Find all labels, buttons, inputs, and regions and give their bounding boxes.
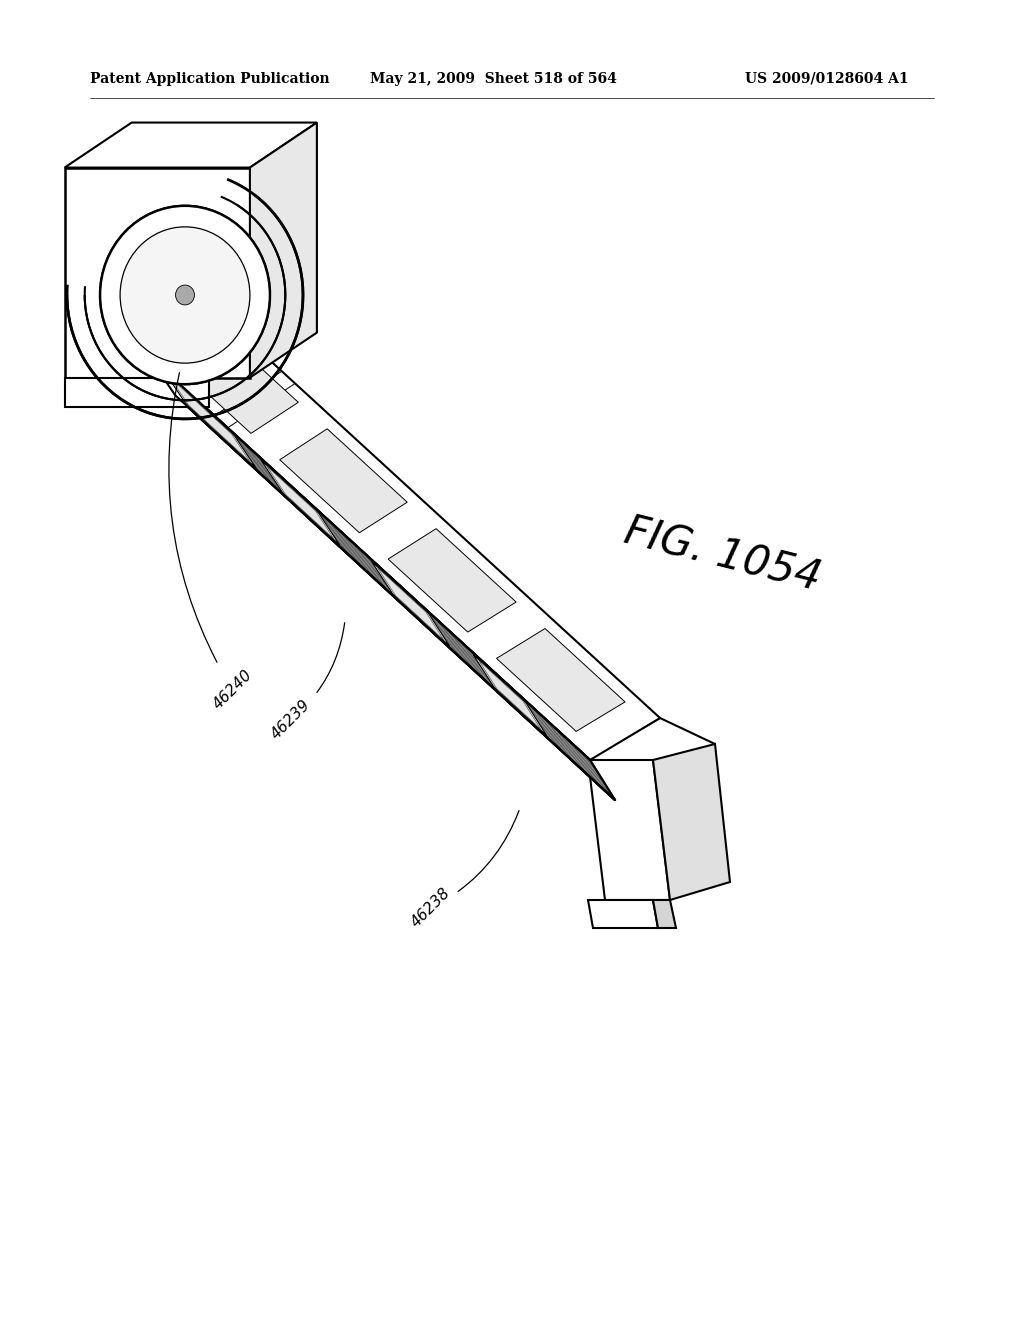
Ellipse shape	[175, 285, 195, 305]
Polygon shape	[267, 466, 334, 539]
Polygon shape	[232, 436, 294, 496]
Text: May 21, 2009  Sheet 518 of 564: May 21, 2009 Sheet 518 of 564	[370, 73, 616, 86]
Polygon shape	[172, 385, 252, 463]
Polygon shape	[170, 378, 250, 462]
Ellipse shape	[100, 206, 270, 384]
Text: Patent Application Publication: Patent Application Publication	[90, 73, 330, 86]
Polygon shape	[65, 168, 250, 378]
Polygon shape	[164, 371, 256, 469]
Text: FIG. 1054: FIG. 1054	[620, 511, 825, 599]
Ellipse shape	[100, 206, 270, 384]
Polygon shape	[148, 310, 660, 760]
Polygon shape	[372, 561, 450, 647]
Polygon shape	[161, 370, 243, 450]
Ellipse shape	[175, 285, 195, 305]
Polygon shape	[65, 378, 209, 407]
Polygon shape	[653, 744, 730, 900]
Polygon shape	[261, 461, 340, 545]
Ellipse shape	[120, 227, 250, 363]
Text: US 2009/0128604 A1: US 2009/0128604 A1	[745, 73, 908, 86]
Polygon shape	[473, 655, 547, 735]
Polygon shape	[250, 123, 316, 378]
Text: 46240: 46240	[169, 372, 255, 713]
Text: 46238: 46238	[408, 810, 519, 931]
Polygon shape	[148, 355, 615, 800]
Text: 46239: 46239	[268, 623, 345, 743]
Polygon shape	[479, 661, 541, 729]
Polygon shape	[588, 760, 670, 900]
Polygon shape	[243, 450, 303, 511]
Polygon shape	[388, 529, 516, 632]
Polygon shape	[148, 355, 615, 800]
Polygon shape	[653, 900, 676, 928]
Polygon shape	[588, 900, 658, 928]
Polygon shape	[377, 568, 444, 640]
Ellipse shape	[120, 227, 250, 363]
Polygon shape	[171, 329, 298, 433]
Polygon shape	[497, 628, 625, 731]
Polygon shape	[588, 718, 715, 785]
Polygon shape	[280, 429, 408, 533]
Polygon shape	[65, 123, 316, 168]
